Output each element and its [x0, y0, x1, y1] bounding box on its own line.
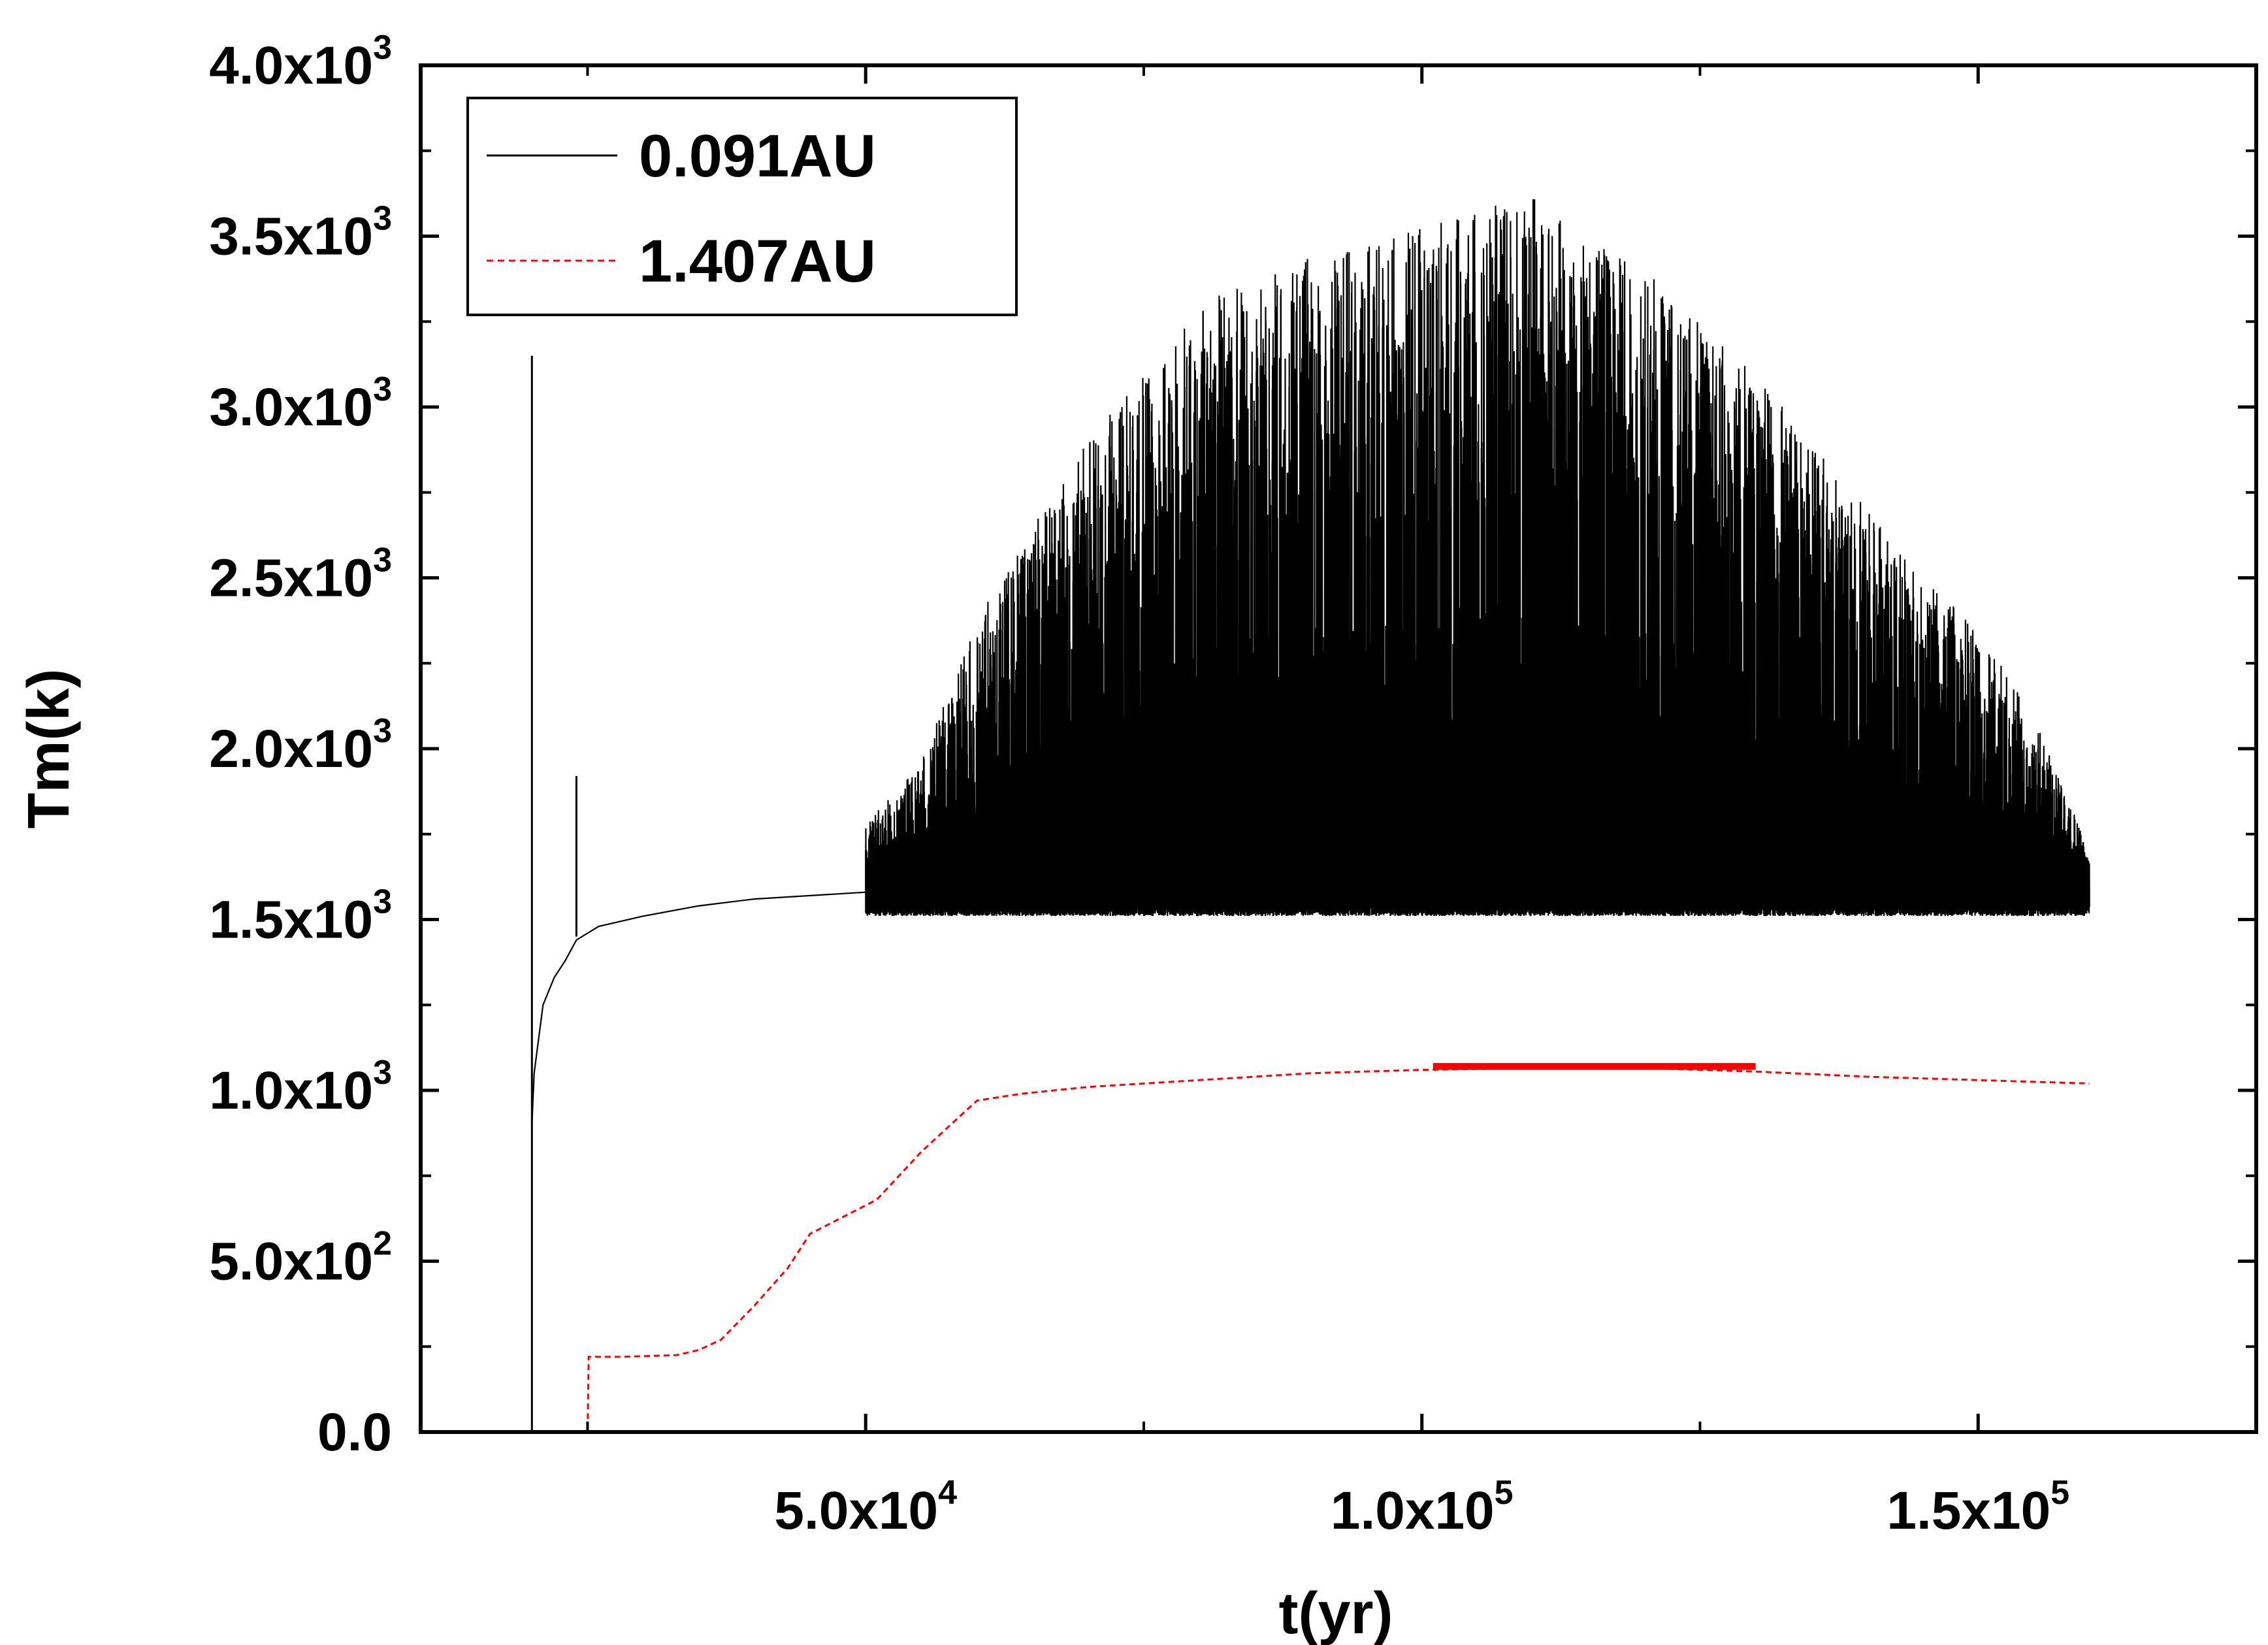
y-tick-label-4: 2.0x103: [209, 712, 392, 779]
x-tick-label-2: 1.5x105: [1887, 1474, 2069, 1540]
legend-label-0091au: 0.091AU: [639, 123, 876, 189]
labels-layer: 0.0 5.0x102 1.0x103 1.5x103 2.0x103 2.5x103 3.…: [209, 29, 2069, 1540]
legend-box: [466, 97, 1018, 316]
y-tick-label-3: 1.5x103: [209, 883, 392, 950]
x-tick-label-1: 1.0x105: [1331, 1474, 1514, 1540]
legend: 0.091AU 1.407AU: [466, 97, 1018, 316]
y-tick-label-8: 4.0x103: [209, 29, 392, 95]
legend-label-1407au: 1.407AU: [639, 228, 876, 295]
series-line-1407au: [532, 1067, 2090, 1432]
y-tick-label-5: 2.5x103: [209, 542, 392, 608]
x-axis-title: t(yr): [1279, 1581, 1393, 1645]
y-tick-label-2: 1.0x103: [209, 1054, 392, 1120]
y-tick-label-0: 0.0: [317, 1403, 392, 1462]
series-band-1407au: [1433, 1063, 1756, 1070]
series-line-0091au: [531, 199, 2090, 1125]
y-tick-label-6: 3.0x103: [209, 370, 392, 437]
ticks-layer: [421, 63, 2256, 1434]
y-axis-title: Tm(k): [16, 669, 82, 829]
y-tick-label-1: 5.0x102: [209, 1225, 392, 1292]
series-layer: [530, 199, 2090, 1432]
x-tick-label-0: 5.0x104: [774, 1474, 957, 1540]
y-tick-label-7: 3.5x103: [209, 200, 392, 267]
